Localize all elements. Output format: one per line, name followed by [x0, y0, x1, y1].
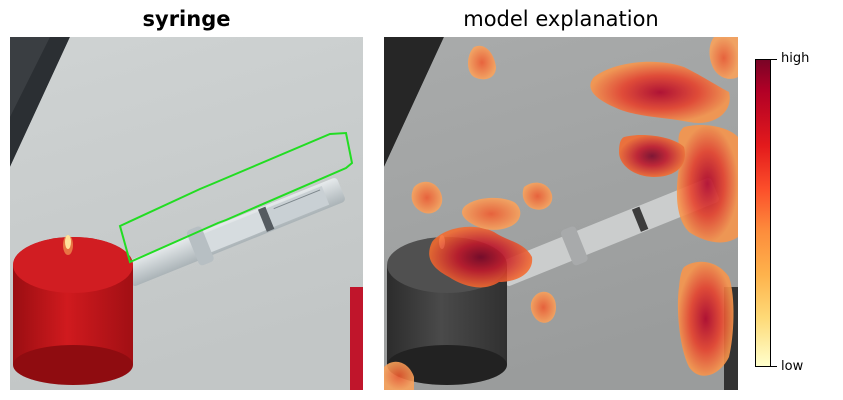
colorbar-title: Importance — [808, 167, 843, 253]
left-panel-title: syringe — [142, 7, 231, 31]
importance-colorbar — [755, 59, 771, 367]
colorbar-high-label: high — [781, 51, 810, 66]
colorbar-tick-low — [771, 366, 777, 367]
right-panel-title: model explanation — [463, 7, 659, 31]
original-image — [10, 37, 363, 390]
explanation-heatmap-graphic — [384, 37, 738, 390]
syringe-outline — [118, 131, 354, 264]
explanation-heatmap — [384, 37, 738, 390]
original-image-graphic — [10, 37, 363, 390]
colorbar-tick-high — [771, 59, 777, 60]
colorbar-low-label: low — [781, 359, 804, 374]
